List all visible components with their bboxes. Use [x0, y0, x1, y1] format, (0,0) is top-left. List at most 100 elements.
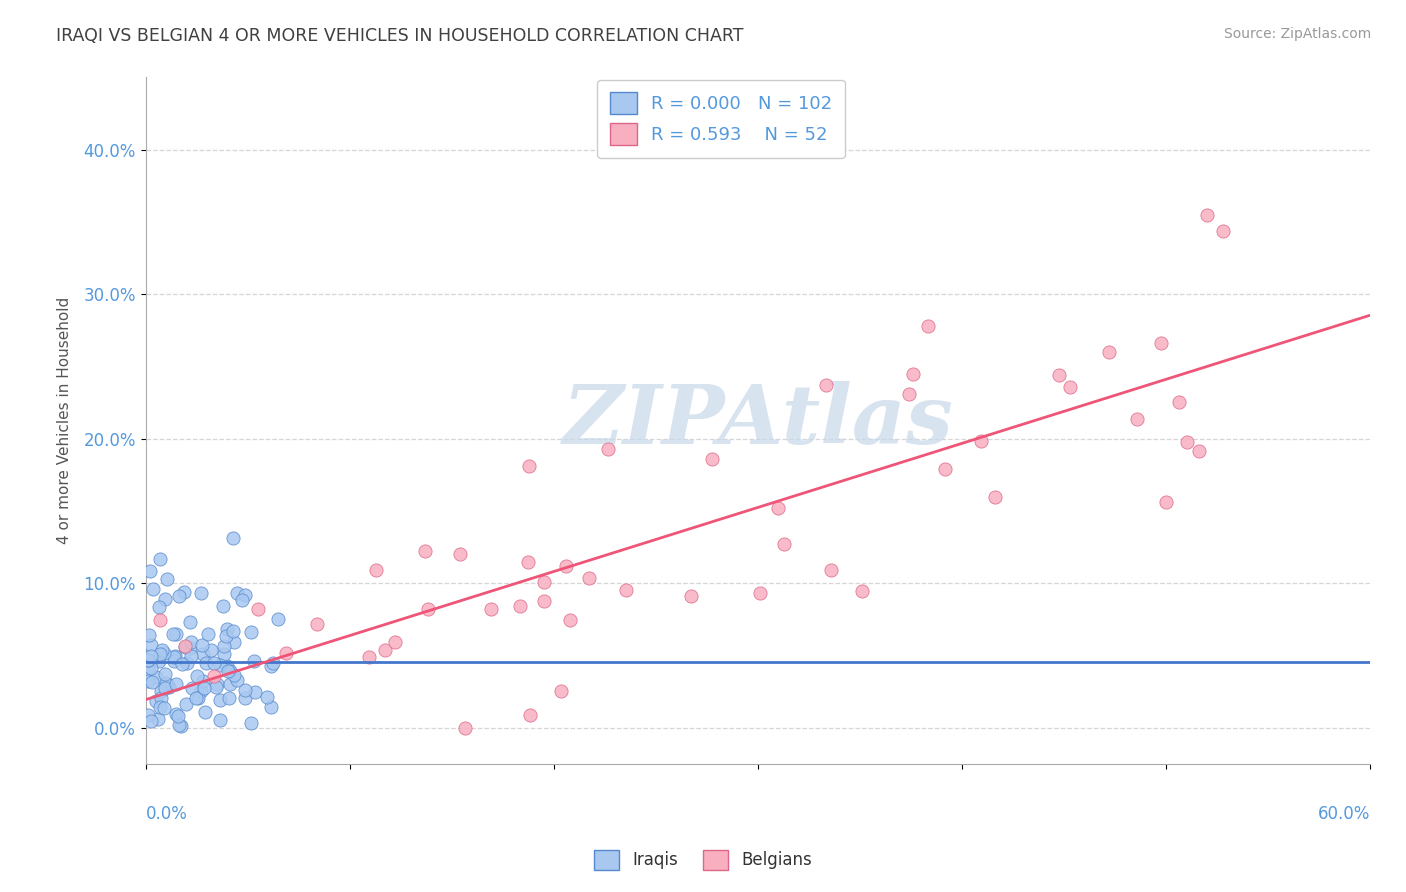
Point [820, 563, 842, 577]
Point [157, 680, 180, 694]
Point [247, 602, 270, 616]
Point [149, 683, 172, 698]
Point [214, 639, 236, 653]
Point [233, 682, 256, 697]
Point [260, 700, 283, 714]
Point [267, 612, 290, 626]
Point [508, 599, 530, 614]
Point [155, 592, 177, 607]
Point [240, 715, 263, 730]
Point [163, 650, 186, 665]
Point [578, 571, 600, 585]
Point [212, 648, 235, 662]
Point [357, 649, 380, 664]
Point [145, 694, 167, 708]
Point [225, 586, 247, 600]
Point [366, 563, 388, 577]
Point [517, 459, 540, 474]
Point [153, 646, 176, 660]
Point [136, 708, 159, 723]
Point [179, 615, 201, 629]
Point [194, 656, 217, 670]
Point [165, 627, 187, 641]
Point [193, 681, 215, 695]
Point [202, 656, 225, 670]
Y-axis label: 4 or more Vehicles in Household: 4 or more Vehicles in Household [58, 297, 72, 544]
Point [209, 693, 232, 707]
Point [260, 659, 283, 673]
Point [167, 589, 190, 603]
Point [222, 532, 245, 546]
Point [153, 681, 176, 695]
Point [217, 659, 239, 673]
Point [222, 634, 245, 648]
Point [901, 367, 924, 381]
Point [167, 718, 190, 732]
Point [897, 386, 920, 401]
Text: ZIPAtlas: ZIPAtlas [562, 381, 953, 460]
Point [187, 690, 209, 705]
Point [384, 635, 406, 649]
Point [276, 646, 298, 660]
Point [139, 714, 162, 729]
Point [598, 442, 620, 456]
Point [533, 594, 555, 608]
Point [150, 642, 173, 657]
Point [1212, 224, 1234, 238]
Point [146, 712, 169, 726]
Point [256, 690, 278, 704]
Point [191, 638, 214, 652]
Point [191, 673, 214, 688]
Point [141, 675, 163, 690]
Point [217, 664, 239, 678]
Point [218, 691, 240, 706]
Point [186, 669, 208, 683]
Point [984, 490, 1007, 504]
Point [202, 669, 225, 683]
Point [162, 627, 184, 641]
Point [139, 638, 162, 652]
Point [772, 537, 794, 551]
Point [176, 656, 198, 670]
Point [136, 673, 159, 688]
Point [190, 586, 212, 600]
Point [533, 574, 555, 589]
Point [179, 648, 201, 663]
Point [153, 666, 176, 681]
Point [555, 559, 578, 574]
Point [174, 698, 197, 712]
Point [215, 629, 238, 643]
Point [165, 707, 187, 722]
Point [170, 657, 193, 671]
Point [225, 673, 247, 687]
Point [166, 676, 188, 690]
Point [149, 551, 172, 566]
Point [179, 641, 201, 656]
Point [181, 681, 204, 695]
Point [212, 599, 235, 613]
Point [243, 684, 266, 698]
Point [768, 500, 790, 515]
Point [969, 434, 991, 448]
Point [243, 654, 266, 668]
Point [307, 617, 329, 632]
Text: 60.0%: 60.0% [1317, 805, 1369, 823]
Point [748, 586, 770, 600]
Point [152, 701, 174, 715]
Point [204, 680, 226, 694]
Point [1175, 434, 1198, 449]
Point [138, 628, 160, 642]
Point [702, 451, 724, 466]
Point [149, 613, 172, 627]
Point [197, 627, 219, 641]
Point [218, 665, 240, 679]
Point [1187, 444, 1209, 458]
Point [454, 721, 477, 735]
Point [145, 670, 167, 684]
Point [517, 555, 540, 569]
Point [215, 622, 238, 636]
Point [1195, 208, 1218, 222]
Point [163, 648, 186, 663]
Point [167, 709, 190, 723]
Legend: R = 0.000   N = 102, R = 0.593    N = 52: R = 0.000 N = 102, R = 0.593 N = 52 [598, 79, 845, 158]
